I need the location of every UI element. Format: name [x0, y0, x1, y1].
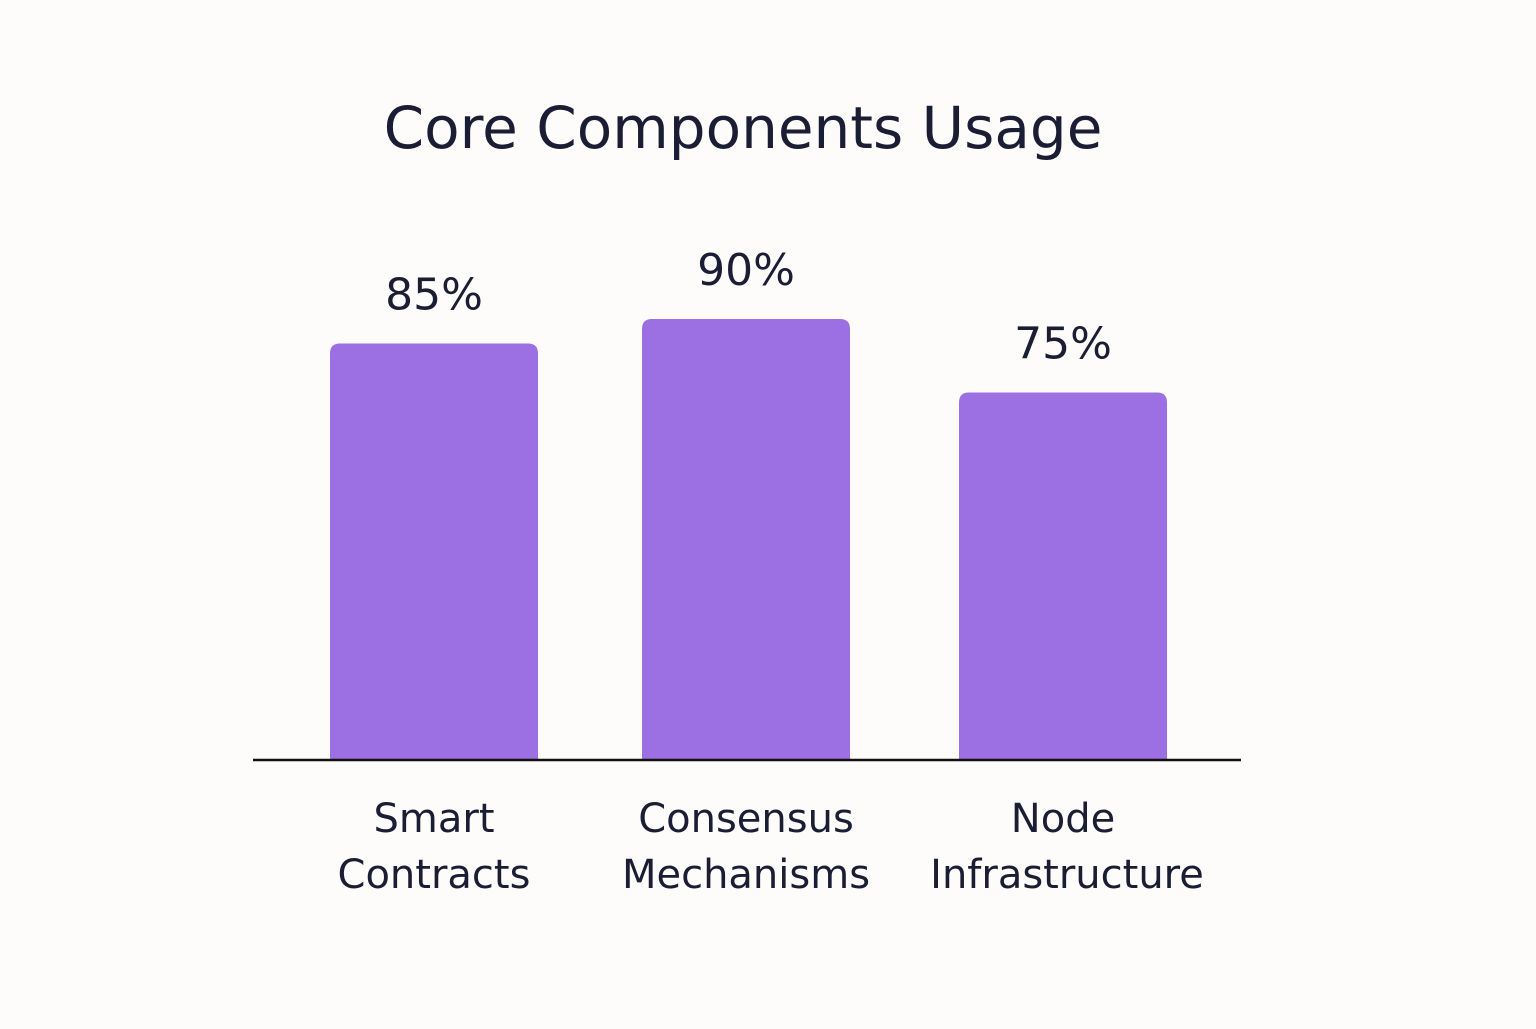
category-label-3-line-2: Infrastructure	[930, 852, 1204, 898]
value-label-3: 75%	[1014, 319, 1112, 370]
category-label-1: Smart Contracts	[338, 796, 531, 898]
category-label-2-line-2: Mechanisms	[622, 852, 870, 898]
category-label-3: Node Infrastructure	[930, 796, 1204, 898]
bar-1	[330, 343, 538, 760]
category-label-2: Consensus Mechanisms	[622, 796, 870, 898]
chart-title: Core Components Usage	[384, 94, 1103, 162]
labels-layer: 85% Smart Contracts 90% Consensus Mechanisms 7…	[338, 245, 1204, 898]
bars-layer	[330, 319, 1167, 760]
bar-3	[959, 392, 1167, 760]
category-label-3-line-1: Node	[1011, 796, 1115, 842]
category-label-1-line-1: Smart	[374, 796, 495, 842]
value-label-2: 90%	[697, 245, 795, 296]
value-label-1: 85%	[385, 270, 483, 321]
category-label-2-line-1: Consensus	[638, 796, 854, 842]
bar-2	[642, 319, 850, 760]
category-label-1-line-2: Contracts	[338, 852, 531, 898]
